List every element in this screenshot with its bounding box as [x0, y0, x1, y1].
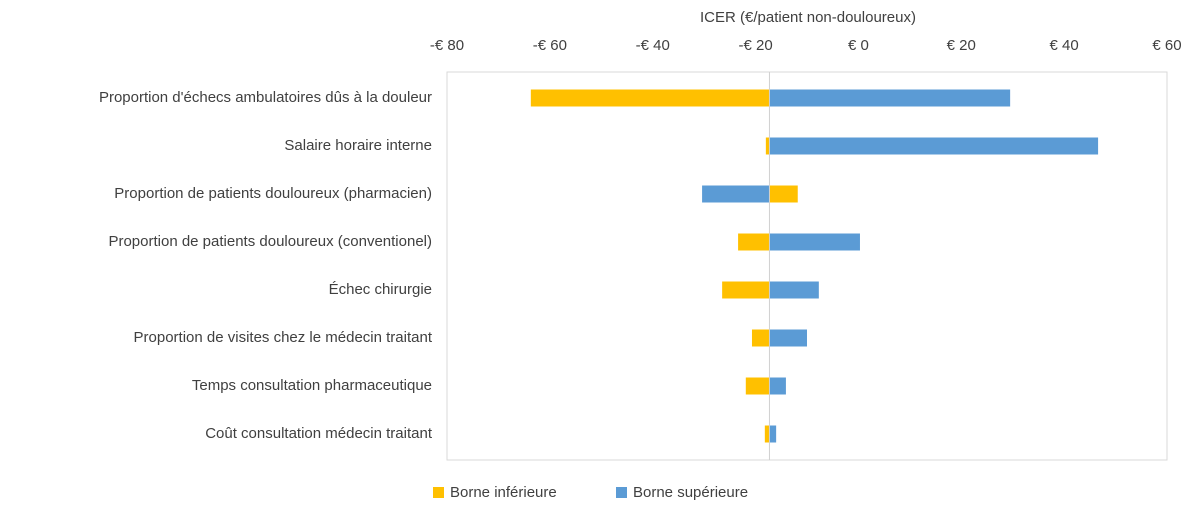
bar [745, 377, 770, 395]
bar [769, 233, 860, 251]
bar [722, 281, 770, 299]
legend-swatch [616, 487, 627, 498]
legend-label: Borne inférieure [450, 484, 557, 501]
bar [769, 425, 777, 443]
category-label: Proportion d'échecs ambulatoires dûs à l… [99, 89, 432, 106]
bar [769, 89, 1011, 107]
category-label: Salaire horaire interne [284, 137, 432, 154]
bar [769, 329, 807, 347]
plot-border [446, 71, 1168, 461]
bar [738, 233, 770, 251]
category-label: Coût consultation médecin traitant [205, 425, 433, 442]
category-label: Temps consultation pharmaceutique [192, 377, 432, 394]
x-tick-label: -€ 40 [636, 37, 670, 54]
x-tick-label: -€ 20 [738, 37, 772, 54]
legend-label: Borne supérieure [633, 484, 748, 501]
bar [702, 185, 770, 203]
x-tick-label: € 60 [1152, 37, 1181, 54]
bar [765, 137, 770, 155]
bar [769, 281, 819, 299]
x-tick-label: € 20 [947, 37, 976, 54]
bar [769, 137, 1099, 155]
x-tick-label: € 0 [848, 37, 869, 54]
x-tick-label: -€ 80 [430, 37, 464, 54]
category-label: Proportion de patients douloureux (conve… [108, 233, 432, 250]
x-tick-label: € 40 [1050, 37, 1079, 54]
bar [764, 425, 770, 443]
legend-swatch [433, 487, 444, 498]
x-tick-label: -€ 60 [533, 37, 567, 54]
axis-title: ICER (€/patient non-douloureux) [700, 9, 916, 26]
category-label: Proportion de visites chez le médecin tr… [134, 329, 433, 346]
bar [769, 377, 786, 395]
bar [769, 185, 798, 203]
category-label: Proportion de patients douloureux (pharm… [114, 185, 432, 202]
bar [530, 89, 770, 107]
bar [751, 329, 770, 347]
category-label: Échec chirurgie [329, 281, 432, 298]
